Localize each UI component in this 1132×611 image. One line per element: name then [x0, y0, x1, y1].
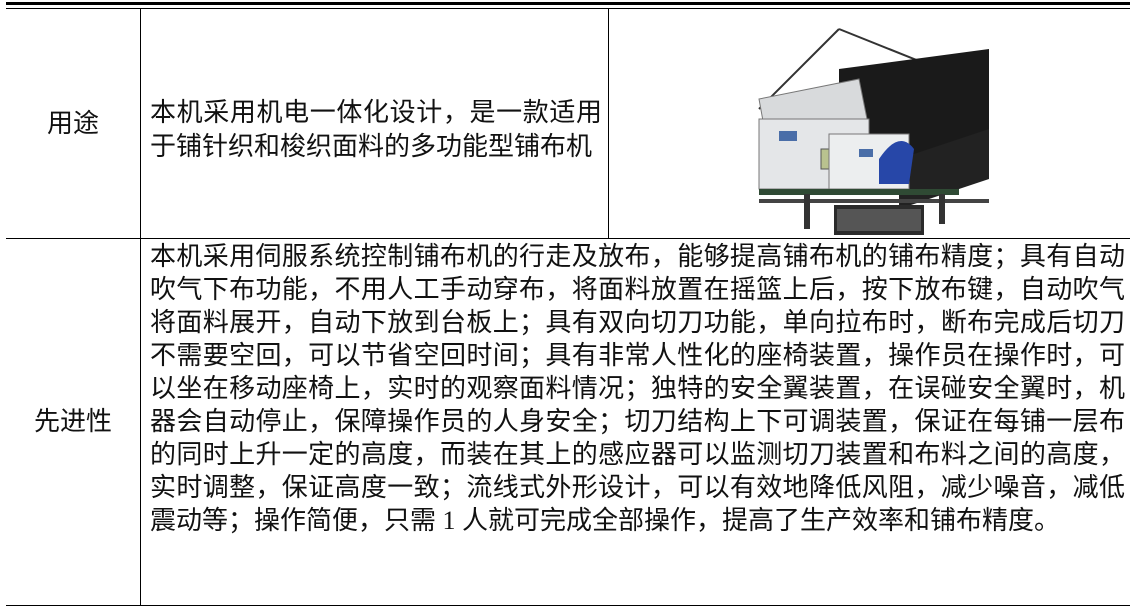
image-divider — [608, 9, 609, 238]
top-rule-thick — [6, 2, 1130, 5]
row-label: 用途 — [46, 108, 99, 138]
column-divider — [140, 9, 141, 606]
top-rule-thin — [6, 8, 1130, 9]
machine-image — [758, 28, 989, 235]
row-divider — [6, 238, 1130, 239]
row-label: 先进性 — [33, 407, 112, 436]
row-text: 本机采用伺服系统控制铺布机的行走及放布，能够提高铺布机的铺布精度；具有自动吹气下… — [150, 242, 1125, 535]
bottom-rule — [6, 605, 1130, 606]
row-text: 本机采用机电一体化设计，是一款适用于铺针织和梭织面料的多功能型铺布机 — [150, 98, 602, 161]
